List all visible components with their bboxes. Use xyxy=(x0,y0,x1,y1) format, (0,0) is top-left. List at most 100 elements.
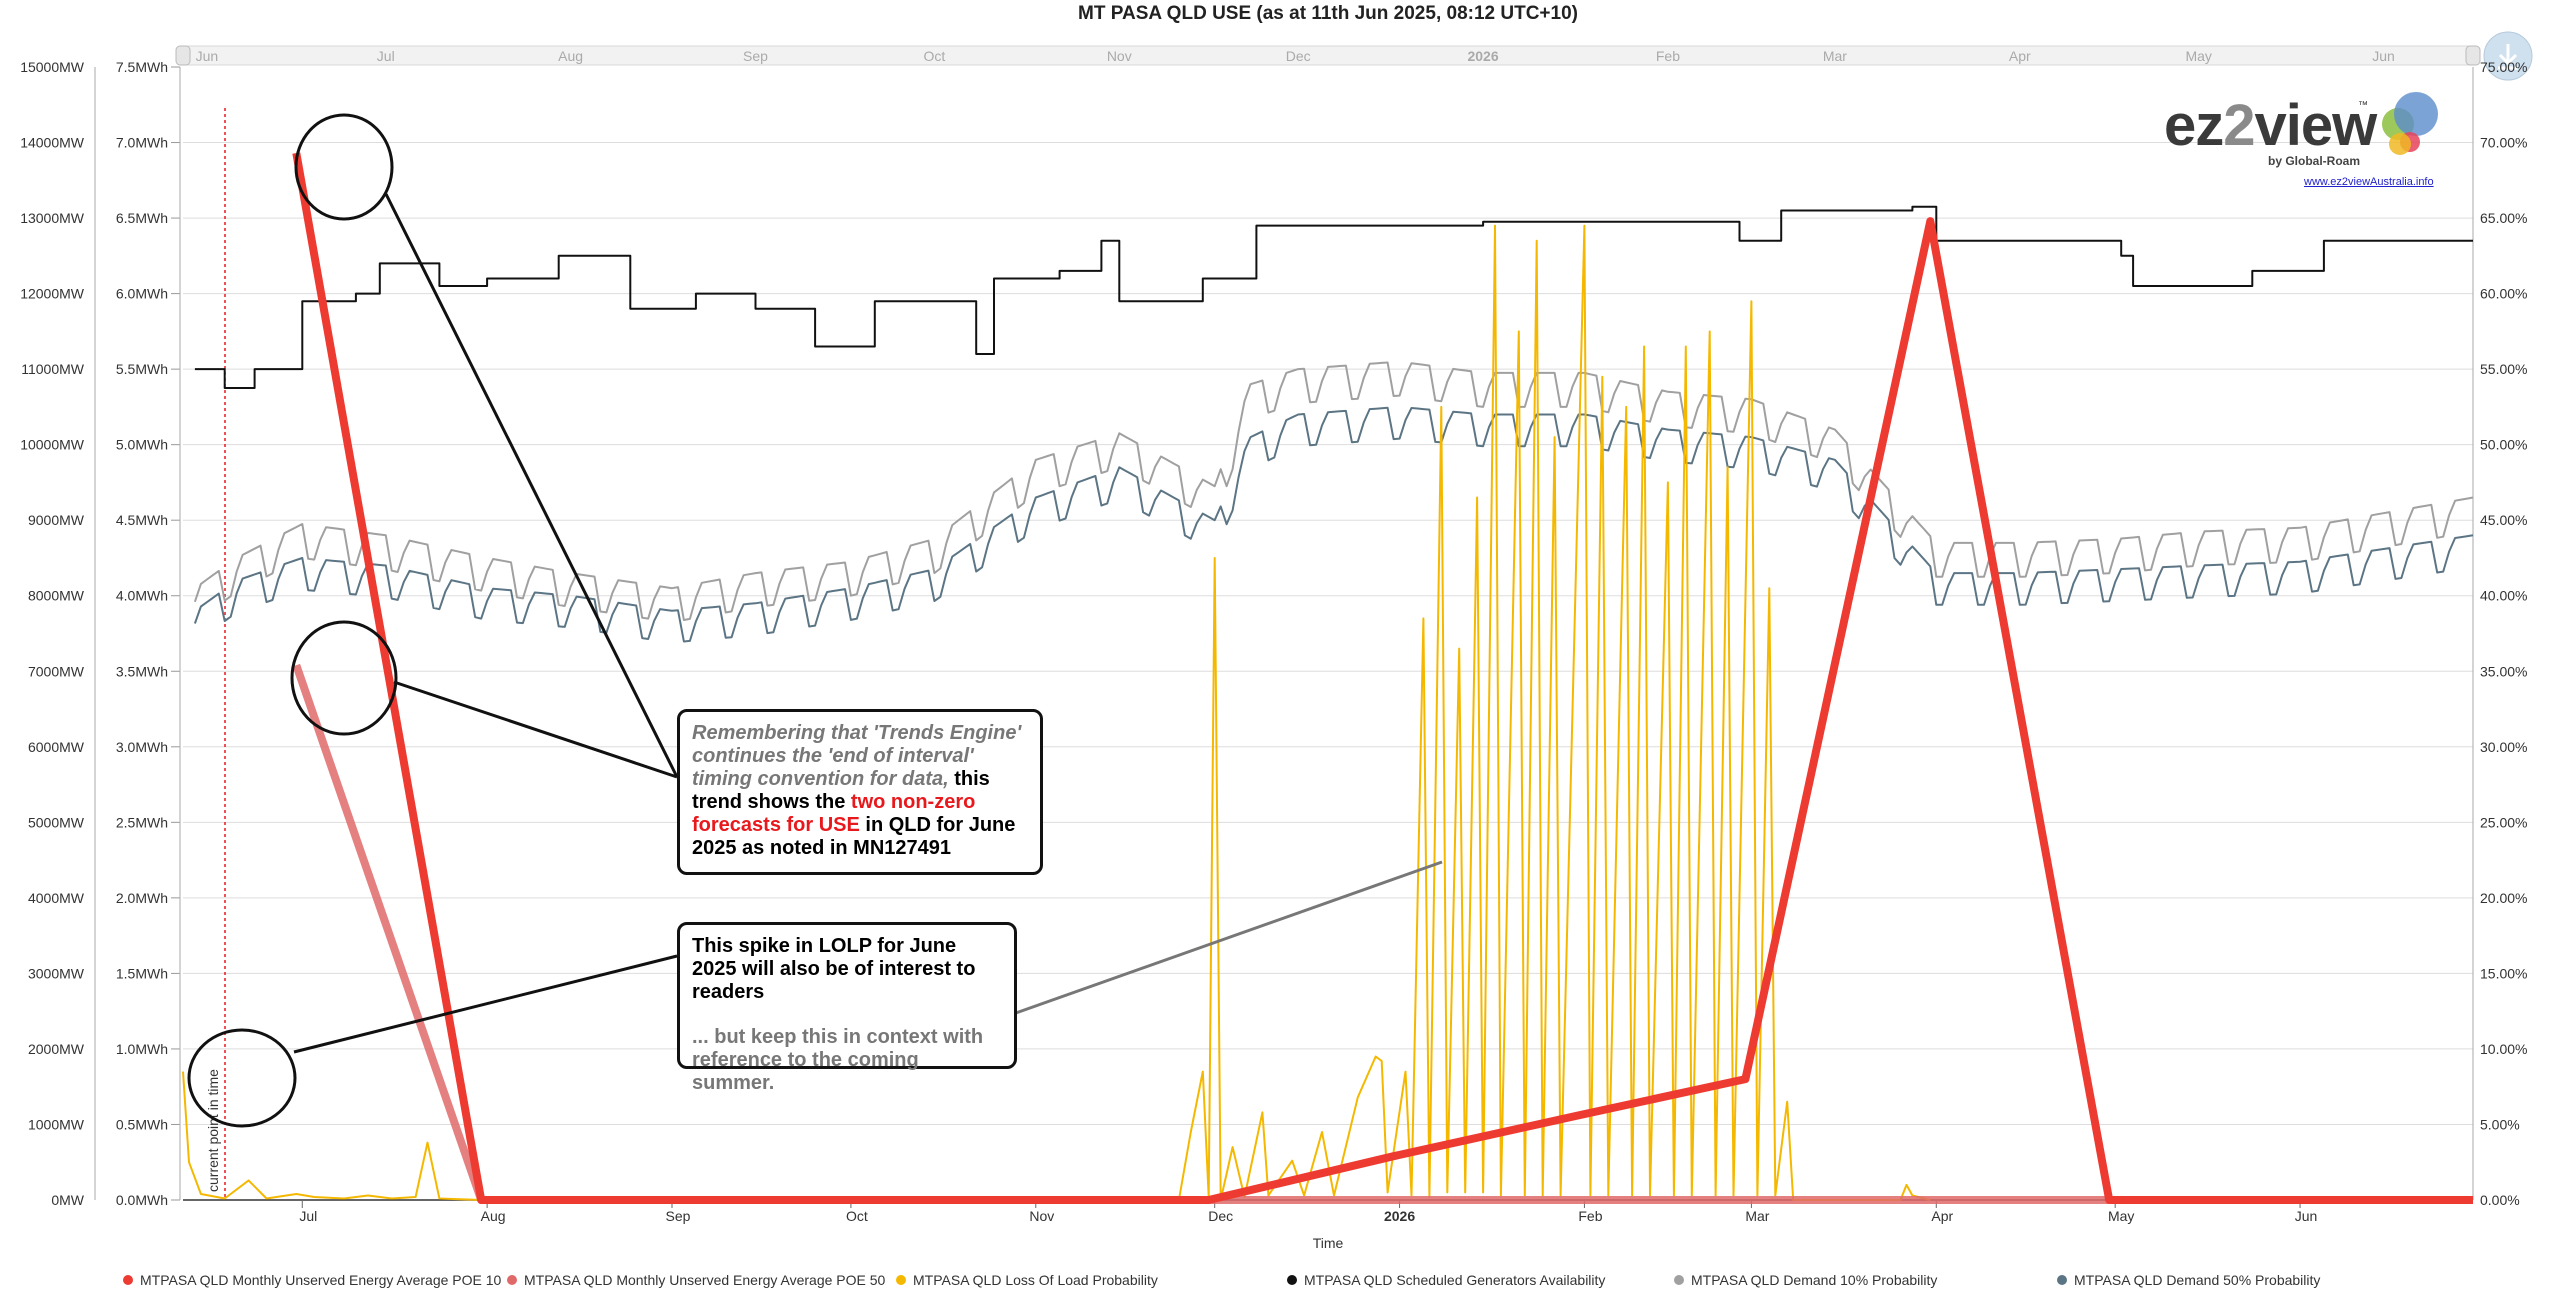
annotation-leader-poe50 xyxy=(393,680,678,779)
y-right-pct-tick: 15.00% xyxy=(2480,965,2527,981)
axes: 15000MW 7.5MWh 75.00% 14000MW 7.0MWh 70.00% 13… xyxy=(20,59,2527,1251)
annotation-leader-poe10 xyxy=(384,193,679,778)
y-right-pct-tick: 45.00% xyxy=(2480,512,2527,528)
callout-lolp-spike-line1: This spike in LOLP for June 2025 will al… xyxy=(692,935,976,1003)
y-right-pct-tick: 65.00% xyxy=(2480,210,2527,226)
y-left-mw-tick: 11000MW xyxy=(21,361,85,377)
y-left-mwh-tick: 3.0MWh xyxy=(116,739,168,755)
y-right-pct-tick: 30.00% xyxy=(2480,739,2527,755)
grid-lines xyxy=(183,142,2473,1125)
y-left-mw-tick: 5000MW xyxy=(28,814,85,830)
navigator-label: 2026 xyxy=(1467,48,1498,64)
y-left-mw-tick: 0MW xyxy=(51,1192,84,1208)
x-tick-label: Jul xyxy=(299,1208,317,1224)
x-tick-label: Sep xyxy=(666,1208,691,1224)
y-right-pct-tick: 5.00% xyxy=(2480,1116,2520,1132)
y-left-mw-tick: 7000MW xyxy=(28,663,85,679)
x-tick-label: Nov xyxy=(1029,1208,1054,1224)
y-left-mw-tick: 6000MW xyxy=(28,739,85,755)
navigator-label: Jun xyxy=(196,48,219,64)
ez2view-logo: ez2view ™ by Global-Roam www.ez2viewAust… xyxy=(2164,92,2454,192)
series-demand10-line xyxy=(193,361,2474,621)
y-left-mw-tick: 13000MW xyxy=(20,210,85,226)
y-left-mwh-tick: 4.5MWh xyxy=(116,512,168,528)
navigator-label: Oct xyxy=(924,48,946,64)
legend-label: MTPASA QLD Scheduled Generators Availabi… xyxy=(1304,1272,1605,1288)
x-tick-label: Oct xyxy=(846,1208,868,1224)
y-left-mwh-tick: 3.5MWh xyxy=(116,663,168,679)
x-tick-label: Jun xyxy=(2295,1208,2318,1224)
logo-wordmark: ez2view xyxy=(2164,93,2377,158)
logo-circles-icon xyxy=(2382,92,2438,155)
y-left-mw-tick: 12000MW xyxy=(20,286,85,302)
series-poe10-line xyxy=(292,152,2473,1204)
y-left-mwh-tick: 7.5MWh xyxy=(116,59,168,75)
y-left-mw-tick: 9000MW xyxy=(28,512,85,528)
y-right-pct-tick: 55.00% xyxy=(2480,361,2527,377)
y-right-pct-tick: 75.00% xyxy=(2480,59,2527,75)
legend-marker xyxy=(1287,1275,1297,1285)
legend-marker xyxy=(896,1275,906,1285)
callout-lolp-spike-line2: ... but keep this in context with refere… xyxy=(692,1026,984,1094)
logo-tm: ™ xyxy=(2358,100,2368,111)
y-left-mwh-tick: 1.0MWh xyxy=(116,1041,168,1057)
legend-label: MTPASA QLD Demand 10% Probability xyxy=(1691,1272,1937,1288)
chart-title: MT PASA QLD USE (as at 11th Jun 2025, 08… xyxy=(1078,3,1578,24)
annotation-circle-poe50 xyxy=(290,620,398,736)
annotation-shapes xyxy=(187,113,1443,1128)
y-left-mw-tick: 14000MW xyxy=(20,135,85,151)
navigator-label: May xyxy=(2185,48,2211,64)
navigator-label: Apr xyxy=(2009,48,2031,64)
y-left-mwh-tick: 4.0MWh xyxy=(116,588,168,604)
y-right-pct-tick: 35.00% xyxy=(2480,663,2527,679)
navigator-label: Nov xyxy=(1107,48,1132,64)
navigator-band xyxy=(182,45,2474,66)
navigator-label: Feb xyxy=(1656,48,1680,64)
y-left-mwh-tick: 1.5MWh xyxy=(116,965,168,981)
y-right-pct-tick: 40.00% xyxy=(2480,588,2527,604)
x-tick-label: Aug xyxy=(481,1208,506,1224)
y-left-mwh-tick: 2.0MWh xyxy=(116,890,168,906)
download-icon xyxy=(2498,44,2518,70)
navigator-label: Jun xyxy=(2372,48,2395,64)
navigator-left-handle[interactable] xyxy=(175,45,191,66)
y-left-mw-tick: 4000MW xyxy=(28,890,85,906)
navigator-label: Dec xyxy=(1286,48,1311,64)
x-tick-label: Feb xyxy=(1578,1208,1602,1224)
annotation-circle-poe10 xyxy=(294,113,394,221)
y-right-pct-tick: 20.00% xyxy=(2480,890,2527,906)
y-right-pct-tick: 0.00% xyxy=(2480,1192,2520,1208)
annotation-leader-lolp xyxy=(293,954,678,1054)
annotation-leader-summer xyxy=(995,860,1443,1022)
annotation-circle-lolp xyxy=(187,1028,297,1128)
callout-use-forecast-text: Remembering that 'Trends Engine' continu… xyxy=(692,722,1022,859)
legend-label: MTPASA QLD Demand 50% Probability xyxy=(2074,1272,2320,1288)
navigator-label: Jul xyxy=(377,48,395,64)
logo-subtitle: by Global-Roam xyxy=(2268,154,2361,168)
y-right-pct-tick: 70.00% xyxy=(2480,135,2527,151)
legend-marker xyxy=(123,1275,133,1285)
y-left-mwh-tick: 5.0MWh xyxy=(116,437,168,453)
callout-use-forecast: Remembering that 'Trends Engine' continu… xyxy=(677,709,1043,875)
legend-label: MTPASA QLD Monthly Unserved Energy Avera… xyxy=(140,1272,502,1288)
y-right-pct-tick: 50.00% xyxy=(2480,437,2527,453)
range-navigator[interactable]: Jun Jul Aug Sep Oct Nov Dec 2026 Feb Mar Apr May Jun xyxy=(175,31,2533,81)
navigator-label: Sep xyxy=(743,48,768,64)
x-tick-label: Apr xyxy=(1931,1208,1953,1224)
series-lolp-line xyxy=(182,224,1931,1201)
logo-url-link[interactable]: www.ez2viewAustralia.info xyxy=(2304,176,2434,188)
series-lines xyxy=(182,152,2474,1204)
y-left-mw-tick: 8000MW xyxy=(28,588,85,604)
current-time-label: current point in time xyxy=(205,1069,221,1192)
y-left-mwh-tick: 7.0MWh xyxy=(116,135,168,151)
y-left-mw-tick: 15000MW xyxy=(20,59,85,75)
y-left-mwh-tick: 6.5MWh xyxy=(116,210,168,226)
legend-marker xyxy=(1674,1275,1684,1285)
y-left-mw-tick: 10000MW xyxy=(20,437,85,453)
navigator-label: Aug xyxy=(558,48,583,64)
navigator-right-handle[interactable] xyxy=(2465,45,2481,66)
y-left-mwh-tick: 5.5MWh xyxy=(116,361,168,377)
x-tick-label: May xyxy=(2108,1208,2134,1224)
